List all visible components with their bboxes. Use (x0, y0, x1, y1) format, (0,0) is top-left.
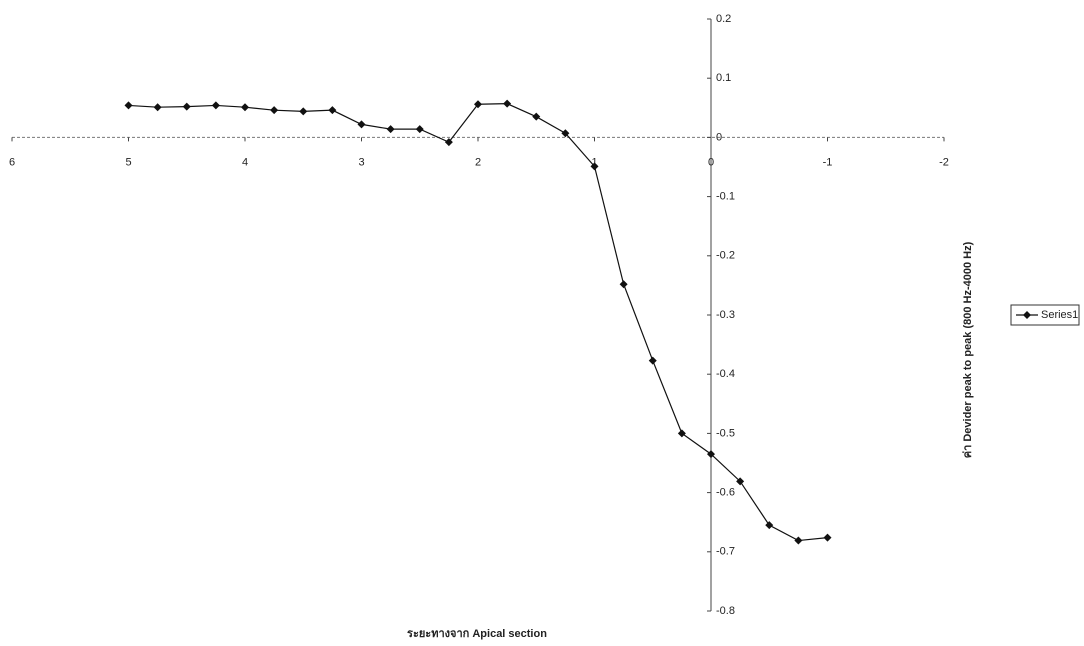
data-point (590, 162, 599, 171)
y-tick-label: -0.7 (716, 546, 735, 558)
legend-label: Series1 (1041, 309, 1078, 321)
x-tick-label: 4 (242, 156, 248, 168)
data-point (357, 120, 366, 129)
legend-box (1010, 304, 1080, 326)
data-point (241, 103, 249, 112)
x-tick-label: -2 (939, 156, 949, 168)
x-tick-label: 6 (9, 156, 15, 168)
data-point (619, 280, 628, 289)
data-point (415, 125, 424, 134)
y-tick-label: -0.1 (716, 191, 735, 203)
data-point (503, 99, 512, 108)
y-tick-label: 0 (716, 131, 722, 143)
y-tick-label: 0.1 (716, 72, 731, 84)
data-point (124, 101, 133, 110)
y-tick-label: -0.2 (716, 250, 735, 262)
data-point (211, 101, 220, 110)
y-tick-label: -0.6 (716, 487, 735, 499)
data-point (386, 125, 395, 134)
x-tick-label: -1 (823, 156, 833, 168)
x-tick-label: 5 (125, 156, 131, 168)
y-tick-label: -0.3 (716, 309, 735, 321)
x-tick-label: 3 (358, 156, 364, 168)
data-point (823, 533, 832, 542)
data-point (444, 138, 453, 147)
y-axis-label: ค่า Devider peak to peak (800 Hz-4000 Hz… (962, 241, 974, 458)
y-tick-label: -0.4 (716, 368, 735, 380)
x-tick-label: 0 (708, 156, 714, 168)
data-point (736, 477, 745, 486)
x-tick-label: 1 (591, 156, 597, 168)
x-axis-label: ระยะทางจาก Apical section (407, 628, 547, 640)
data-point (182, 102, 191, 111)
data-point (561, 129, 570, 138)
data-point (765, 521, 774, 530)
legend-marker (1023, 311, 1031, 319)
data-point (794, 536, 803, 545)
data-point (648, 356, 657, 365)
data-point (270, 106, 279, 115)
y-tick-label: 0.2 (716, 13, 731, 25)
y-tick-label: -0.5 (716, 427, 735, 439)
data-point (677, 429, 686, 438)
y-tick-label: -0.8 (716, 605, 735, 617)
data-point (328, 106, 337, 115)
data-point (153, 103, 162, 112)
series-line (128, 103, 828, 542)
x-tick-label: 2 (475, 156, 481, 168)
data-point (474, 100, 482, 109)
data-point (532, 112, 541, 121)
data-point (707, 450, 715, 459)
data-point (299, 107, 308, 116)
